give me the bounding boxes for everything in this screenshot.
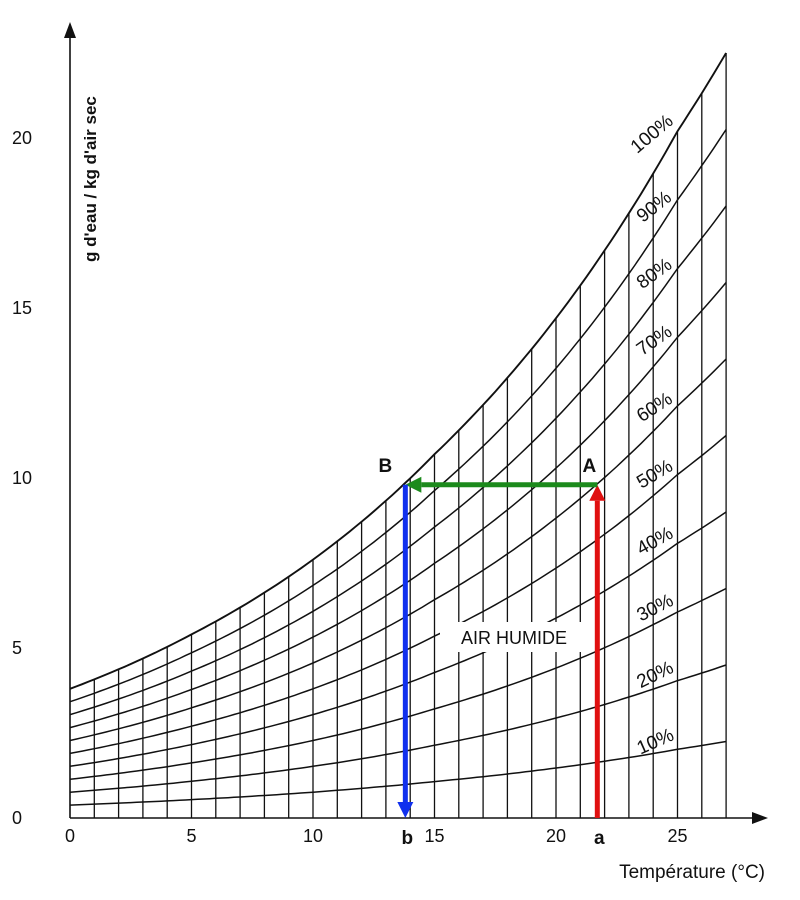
humidity-curve-50pct: [69, 434, 727, 755]
process-arrows: [397, 476, 606, 818]
y-tick-label: 20: [12, 128, 32, 148]
humidity-label: 40%: [633, 523, 677, 560]
point-label-A: A: [582, 456, 596, 477]
humidity-label: 50%: [633, 456, 677, 494]
annotation-background: [440, 622, 588, 652]
y-tick-label: 10: [12, 468, 32, 488]
axes: [64, 22, 768, 824]
humidity-label: 10%: [634, 725, 677, 760]
y-tick-label: 15: [12, 298, 32, 318]
humidity-curve-10pct: [69, 740, 727, 806]
arrowhead-b: [397, 802, 414, 818]
x-tick-label: 10: [303, 826, 323, 846]
point-labels: A Ba b AIR HUMIDE: [378, 456, 605, 849]
x-tick-label: 0: [65, 826, 75, 846]
humidity-curve-40pct: [69, 511, 727, 768]
axis-mark-a: a: [594, 828, 605, 849]
x-tick-label: 20: [546, 826, 566, 846]
humidity-curve-80pct: [69, 205, 727, 716]
point-label-B: B: [378, 456, 392, 477]
tick-labels: 0 5 10 15 20 25 0 5 10 15 20: [12, 128, 688, 846]
y-tick-label: 5: [12, 638, 22, 658]
y-axis-arrowhead: [64, 22, 76, 38]
humidity-label: 30%: [634, 590, 678, 626]
x-tick-label: 5: [186, 826, 196, 846]
humidity-label: 70%: [633, 321, 676, 360]
humidity-labels: 10%20%30%40%50%60%70%80%90%100%: [627, 111, 678, 760]
humidity-label: 90%: [633, 187, 676, 227]
y-tick-label: 0: [12, 808, 22, 828]
humidity-curve-20pct: [69, 664, 727, 793]
grid-lines: [93, 53, 727, 818]
arrowhead-A: [589, 484, 606, 501]
x-axis-title: Température (°C): [619, 862, 765, 883]
humidity-curves: [69, 52, 727, 806]
humidity-label: 60%: [633, 388, 676, 426]
x-tick-label: 25: [667, 826, 687, 846]
arrowhead-B: [405, 476, 422, 493]
humidity-curve-100pct: [69, 52, 727, 690]
humidity-label: 80%: [633, 254, 676, 293]
humidity-curve-60pct: [69, 358, 727, 742]
humidity-curve-30pct: [69, 587, 727, 780]
annotation-air-humide: AIR HUMIDE: [461, 628, 567, 648]
humidity-label: 100%: [627, 111, 678, 158]
x-axis-arrowhead: [752, 812, 768, 824]
x-tick-label: 15: [424, 826, 444, 846]
axis-mark-b: b: [402, 828, 414, 849]
y-axis-title: g d'eau / kg d'air sec: [81, 96, 100, 262]
humidity-curve-70pct: [69, 282, 727, 729]
humidity-curve-90pct: [69, 129, 727, 703]
